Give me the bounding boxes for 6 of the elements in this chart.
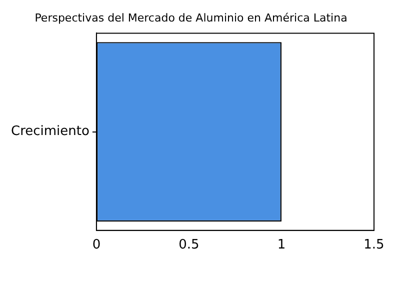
y-tick-label: Crecimiento bbox=[10, 124, 90, 140]
x-tick-label: 1 bbox=[277, 238, 286, 253]
chart-title: Perspectivas del Mercado de Aluminio en América Latina bbox=[34, 11, 348, 24]
x-tick-label: 0 bbox=[92, 238, 101, 253]
x-tick-label: 1.5 bbox=[364, 238, 384, 253]
x-tick-label: 0.5 bbox=[178, 238, 200, 253]
